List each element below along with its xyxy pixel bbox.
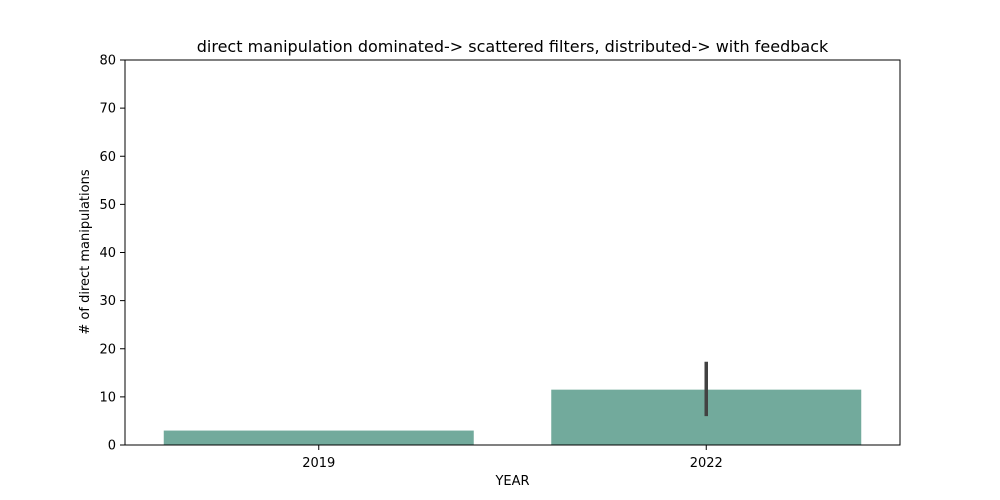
y-tick-label: 50 [99,198,116,213]
y-tick-label: 30 [99,294,116,309]
plot-area: 2019 2022 0 10 20 30 40 50 60 70 80 [99,54,901,471]
y-tick-label: 10 [99,390,116,405]
x-tick-label: 2019 [302,456,335,471]
plot-frame [124,59,901,446]
y-tick-label: 80 [99,54,116,69]
y-tick-label: 20 [99,342,116,357]
y-tick-label: 0 [108,439,116,454]
bar-2019 [163,430,474,445]
x-tick-label: 2022 [690,456,723,471]
y-axis-label: # of direct manipulations [78,169,93,334]
y-tick-label: 70 [99,102,116,117]
x-axis-label: YEAR [494,474,529,489]
chart-title: direct manipulation dominated-> scattere… [197,37,829,56]
y-tick-label: 60 [99,150,116,165]
y-tick-label: 40 [99,246,116,261]
